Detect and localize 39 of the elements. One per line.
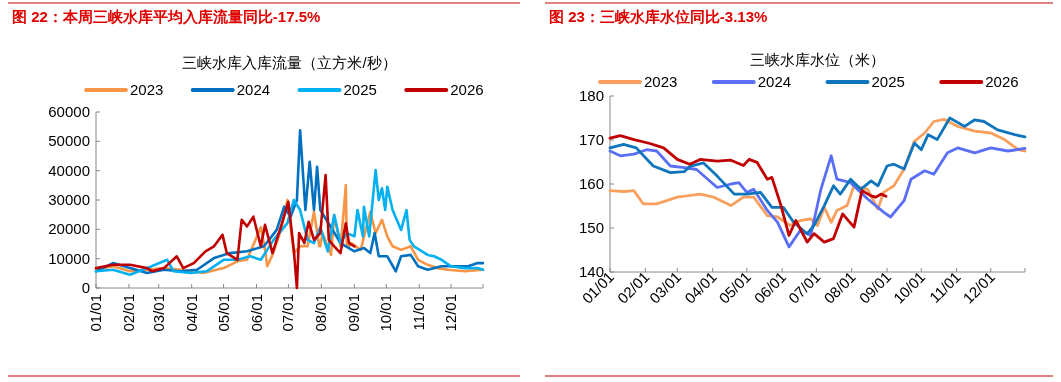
x-tick-label: 12/01	[442, 294, 460, 332]
y-tick-label: 40000	[48, 161, 90, 179]
chart-title: 图 23：三峡水库水位同比-3.13%	[549, 8, 768, 25]
line-series	[608, 134, 888, 244]
legend-label: 2025	[871, 73, 905, 90]
x-tick-label: 11/01	[410, 294, 428, 331]
line-series	[94, 168, 485, 277]
y-tick-label: 0	[81, 279, 90, 296]
chart-subtitle: 三峡水库水位（米）	[750, 51, 885, 68]
y-tick-label: 50000	[48, 132, 90, 150]
x-tick-label: 10/01	[377, 294, 395, 332]
line-series	[94, 173, 356, 290]
x-tick-label: 09/01	[345, 294, 363, 332]
x-tick-label: 03/01	[149, 294, 167, 332]
legend-label: 2024	[757, 73, 792, 90]
legend-label: 2023	[130, 81, 164, 98]
y-tick-label: 170	[578, 131, 604, 148]
legend-label: 2026	[985, 73, 1019, 90]
y-tick-label: 20000	[48, 220, 90, 238]
y-tick-label: 30000	[48, 191, 90, 208]
legend-label: 2023	[644, 73, 678, 90]
x-tick-label: 06/01	[247, 294, 265, 332]
legend-label: 2026	[450, 81, 484, 98]
y-tick-label: 160	[578, 175, 604, 192]
chart-subtitle: 三峡水库入库流量（立方米/秒）	[182, 54, 397, 71]
x-tick-label: 08/01	[312, 294, 330, 332]
y-tick-label: 180	[578, 87, 604, 104]
y-tick-label: 150	[578, 219, 604, 236]
line-series	[608, 146, 1027, 249]
chart-title: 图 22：本周三峡水库平均入库流量同比-17.5%	[12, 8, 321, 25]
y-tick-label: 60000	[48, 103, 90, 120]
x-tick-label: 02/01	[119, 294, 137, 332]
x-tick-label: 04/01	[182, 294, 200, 332]
legend-label: 2024	[236, 81, 271, 98]
x-tick-label: 07/01	[279, 294, 297, 332]
y-tick-label: 10000	[48, 249, 90, 267]
legend-label: 2025	[343, 81, 377, 98]
x-tick-label: 05/01	[214, 294, 232, 332]
x-tick-label: 01/01	[87, 294, 104, 332]
